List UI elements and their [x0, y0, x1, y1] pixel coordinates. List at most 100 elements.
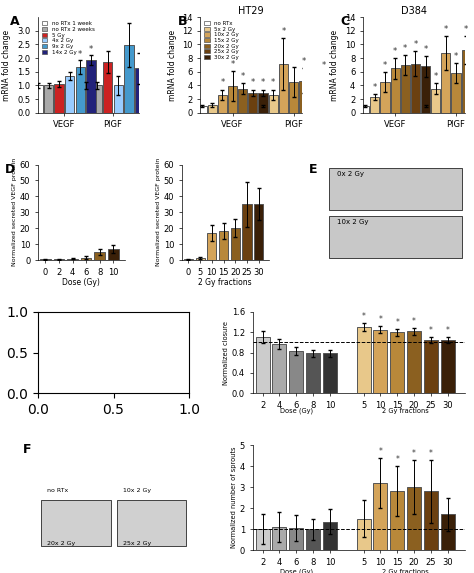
Bar: [248, 93, 257, 113]
Text: *: *: [378, 315, 383, 324]
Bar: [306, 529, 320, 550]
Bar: [356, 327, 371, 393]
Text: *: *: [271, 79, 275, 88]
Text: *: *: [362, 312, 365, 321]
Bar: [289, 528, 303, 550]
Bar: [441, 53, 450, 113]
Bar: [323, 521, 337, 550]
Text: *: *: [444, 25, 448, 34]
Text: *: *: [301, 57, 306, 66]
X-axis label: Dose (Gy): Dose (Gy): [63, 278, 100, 287]
Y-axis label: mRNA fold change: mRNA fold change: [168, 29, 177, 100]
Y-axis label: Normalized secreted VEGF protein: Normalized secreted VEGF protein: [12, 158, 17, 266]
Text: 10x 2 Gy: 10x 2 Gy: [123, 488, 151, 493]
Bar: [231, 228, 240, 260]
Bar: [255, 337, 270, 393]
Bar: [391, 68, 400, 113]
Bar: [424, 340, 438, 393]
Bar: [218, 95, 227, 113]
Bar: [421, 106, 430, 113]
Bar: [81, 258, 91, 260]
Text: 10x 2 Gy: 10x 2 Gy: [337, 219, 368, 225]
Text: B: B: [178, 15, 188, 28]
Bar: [219, 231, 228, 260]
Text: *: *: [446, 326, 450, 335]
Text: C: C: [341, 15, 350, 28]
Text: *: *: [251, 79, 255, 88]
Text: 0x 2 Gy: 0x 2 Gy: [337, 171, 364, 177]
Text: *: *: [230, 60, 235, 69]
Bar: [238, 89, 247, 113]
Text: *: *: [412, 317, 416, 325]
Text: 2 Gy fractions: 2 Gy fractions: [382, 408, 429, 414]
Text: *: *: [395, 455, 399, 464]
Title: HT29: HT29: [238, 6, 264, 17]
Bar: [431, 89, 440, 113]
FancyBboxPatch shape: [41, 552, 110, 573]
Bar: [124, 45, 134, 113]
Text: no RTx: no RTx: [47, 488, 68, 493]
Bar: [44, 85, 53, 113]
Bar: [273, 344, 286, 393]
Bar: [390, 491, 404, 550]
Bar: [306, 353, 320, 393]
Bar: [65, 76, 74, 113]
Bar: [82, 85, 91, 113]
Text: *: *: [429, 326, 433, 335]
Text: *: *: [403, 44, 407, 53]
Bar: [299, 81, 308, 113]
Bar: [75, 67, 85, 113]
Bar: [92, 85, 102, 113]
Bar: [198, 106, 207, 113]
Y-axis label: mRNA fold change: mRNA fold change: [330, 29, 339, 100]
Bar: [258, 106, 268, 113]
Bar: [33, 85, 43, 113]
Bar: [360, 106, 369, 113]
Text: 2 Gy fractions: 2 Gy fractions: [382, 569, 429, 573]
Bar: [258, 93, 268, 113]
Bar: [103, 62, 112, 113]
Bar: [86, 60, 96, 113]
Bar: [441, 515, 455, 550]
Bar: [370, 97, 379, 113]
Bar: [356, 519, 371, 550]
Bar: [401, 65, 410, 113]
Bar: [228, 86, 237, 113]
Text: 20x 2 Gy: 20x 2 Gy: [47, 541, 75, 546]
Bar: [279, 64, 288, 113]
FancyBboxPatch shape: [41, 500, 110, 546]
Title: D384: D384: [401, 6, 427, 17]
Bar: [407, 331, 421, 393]
Y-axis label: Normalized secreted VEGF protein: Normalized secreted VEGF protein: [156, 158, 161, 266]
Text: *: *: [423, 45, 428, 54]
Bar: [254, 205, 264, 260]
Text: F: F: [23, 443, 31, 456]
Legend: no RTx, 5x 2 Gy, 10x 2 Gy, 15x 2 Gy, 20x 2 Gy, 25x 2 Gy, 30x 2 Gy: no RTx, 5x 2 Gy, 10x 2 Gy, 15x 2 Gy, 20x…: [203, 20, 240, 61]
Text: *: *: [78, 50, 82, 58]
Bar: [451, 73, 461, 113]
Text: *: *: [89, 45, 93, 54]
Legend: no RTx 1 week, no RTx 2 weeks, 5 Gy, 4x 2 Gy, 9x 2 Gy, 14x 2 Gy: no RTx 1 week, no RTx 2 weeks, 5 Gy, 4x …: [41, 20, 96, 56]
X-axis label: 2 Gy fractions: 2 Gy fractions: [199, 278, 252, 287]
Bar: [55, 84, 64, 113]
Text: *: *: [261, 79, 265, 88]
Bar: [54, 259, 64, 260]
Bar: [135, 69, 144, 113]
FancyBboxPatch shape: [328, 216, 462, 258]
Text: 25x 2 Gy: 25x 2 Gy: [123, 541, 151, 546]
Text: *: *: [464, 25, 468, 34]
FancyBboxPatch shape: [117, 500, 186, 546]
Bar: [114, 85, 123, 113]
Bar: [374, 483, 387, 550]
Bar: [255, 529, 270, 550]
Bar: [421, 66, 430, 113]
Text: D: D: [5, 163, 15, 176]
Bar: [108, 249, 118, 260]
Bar: [208, 105, 217, 113]
Bar: [441, 340, 455, 393]
Text: *: *: [241, 72, 245, 81]
Bar: [424, 491, 438, 550]
Bar: [411, 64, 420, 113]
Text: E: E: [309, 163, 318, 176]
Bar: [390, 332, 404, 393]
